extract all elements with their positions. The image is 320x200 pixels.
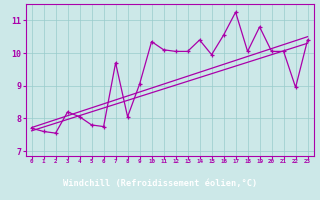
- Text: Windchill (Refroidissement éolien,°C): Windchill (Refroidissement éolien,°C): [63, 179, 257, 188]
